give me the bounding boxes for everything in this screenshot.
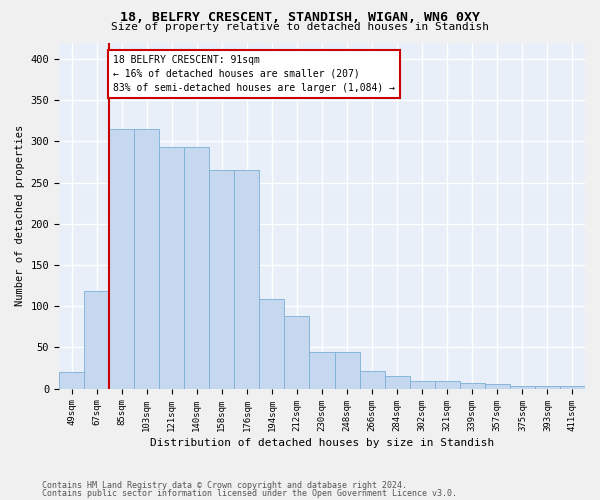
Bar <box>259 299 284 388</box>
Bar <box>184 147 209 388</box>
Bar <box>109 129 134 388</box>
Bar <box>385 376 410 388</box>
Bar <box>335 352 359 388</box>
Bar <box>485 384 510 388</box>
Bar <box>510 386 535 388</box>
Bar <box>159 147 184 388</box>
Bar <box>284 316 310 388</box>
Bar <box>59 372 84 388</box>
Bar <box>410 381 435 388</box>
Text: Contains HM Land Registry data © Crown copyright and database right 2024.: Contains HM Land Registry data © Crown c… <box>42 481 407 490</box>
Text: Contains public sector information licensed under the Open Government Licence v3: Contains public sector information licen… <box>42 488 457 498</box>
Bar <box>134 129 159 388</box>
X-axis label: Distribution of detached houses by size in Standish: Distribution of detached houses by size … <box>150 438 494 448</box>
Text: Size of property relative to detached houses in Standish: Size of property relative to detached ho… <box>111 22 489 32</box>
Text: 18 BELFRY CRESCENT: 91sqm
← 16% of detached houses are smaller (207)
83% of semi: 18 BELFRY CRESCENT: 91sqm ← 16% of detac… <box>113 55 395 93</box>
Bar <box>560 386 585 388</box>
Bar <box>460 383 485 388</box>
Bar <box>235 170 259 388</box>
Bar <box>310 352 335 388</box>
Bar <box>359 372 385 388</box>
Bar <box>209 170 235 388</box>
Bar <box>535 386 560 388</box>
Bar <box>435 381 460 388</box>
Y-axis label: Number of detached properties: Number of detached properties <box>15 125 25 306</box>
Text: 18, BELFRY CRESCENT, STANDISH, WIGAN, WN6 0XY: 18, BELFRY CRESCENT, STANDISH, WIGAN, WN… <box>120 11 480 24</box>
Bar <box>84 290 109 388</box>
